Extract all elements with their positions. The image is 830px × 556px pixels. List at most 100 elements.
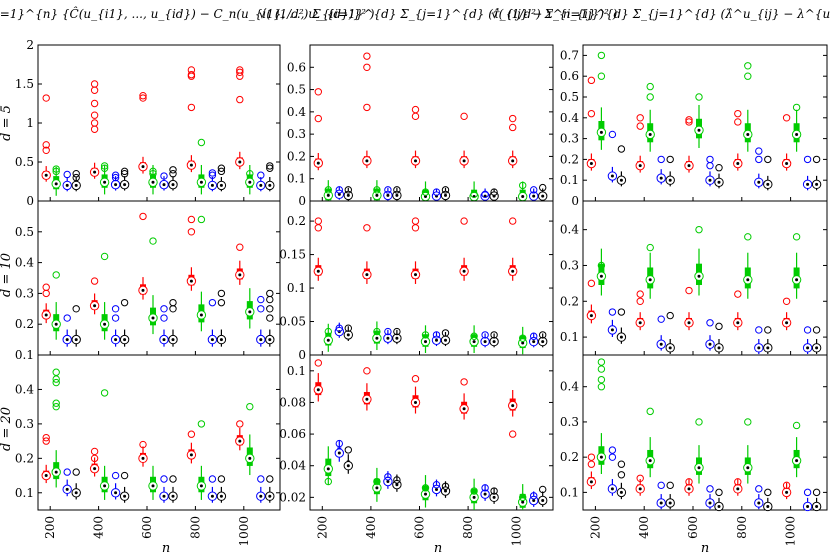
outlier-black (490, 331, 498, 339)
median-dot (65, 487, 69, 491)
panel-r1-c2: 0.1 0.2 0.3 0.4 (560, 200, 828, 356)
outlier-red (411, 224, 420, 232)
outlier-blue (657, 315, 665, 323)
median-dot (483, 492, 487, 496)
median-dot (806, 182, 810, 186)
median-dot (189, 163, 193, 167)
outlier-black (266, 164, 274, 172)
outlier-green (373, 477, 381, 486)
median-dot (171, 183, 175, 187)
outlier-green (744, 418, 752, 426)
outlier-green (52, 399, 60, 407)
outlier-black (344, 324, 352, 332)
outlier-red (314, 217, 322, 225)
outlier-blue (608, 446, 617, 454)
outlier-blue (481, 484, 489, 492)
outlier-blue (160, 172, 168, 180)
outlier-blue (803, 326, 812, 334)
y-tick-label: 0.7 (560, 48, 579, 62)
outlier-red (782, 481, 791, 490)
median-dot (589, 162, 593, 166)
median-dot (238, 439, 242, 443)
median-dot (610, 174, 614, 178)
outlier-green (695, 93, 703, 101)
median-dot (93, 467, 97, 471)
outlier-red (139, 440, 147, 449)
y-tick-label: 0.5 (287, 83, 306, 97)
column-title-tail-dependence-error: √( (1/d²) Σ_{i=1}^{d} Σ_{j=1}^{d} (λ̂^u_… (491, 7, 830, 21)
outlier-green (149, 237, 157, 245)
outlier-black (169, 475, 177, 483)
median-dot (806, 504, 810, 508)
outlier-red (187, 430, 196, 438)
median-dot (210, 338, 214, 342)
outlier-black (666, 481, 674, 490)
outlier-black (393, 327, 401, 336)
outlier-black (217, 298, 226, 307)
y-tick-label: 0 (26, 194, 34, 208)
outlier-red (509, 123, 517, 132)
outlier-blue (111, 305, 120, 313)
median-dot (532, 340, 536, 344)
outlier-black (441, 329, 450, 337)
median-dot (648, 132, 652, 136)
median-dot (248, 456, 252, 460)
median-dot (697, 274, 701, 278)
y-tick-label: 0.3 (560, 258, 579, 272)
outlier-black (764, 155, 772, 164)
row-label-d10: d = 10 (0, 253, 14, 297)
outlier-blue (530, 186, 538, 194)
outlier-red (363, 52, 371, 60)
y-tick-label: 0.5 (560, 90, 579, 104)
median-dot (435, 338, 438, 342)
outlier-red (42, 141, 50, 149)
outlier-black (617, 460, 626, 468)
median-dot (93, 170, 97, 174)
median-dot (757, 180, 761, 184)
median-dot (316, 388, 320, 392)
outlier-black (539, 485, 547, 494)
median-dot (189, 453, 193, 457)
median-dot (472, 340, 476, 344)
median-dot (736, 162, 740, 166)
median-dot (337, 451, 341, 455)
outlier-blue (335, 324, 343, 332)
median-dot (806, 346, 810, 350)
median-dot (141, 288, 145, 292)
outlier-green (519, 493, 527, 502)
outlier-green (519, 181, 527, 190)
median-dot (162, 494, 166, 498)
median-dot (346, 193, 350, 197)
outlier-green (246, 402, 254, 411)
panels: 00.511.5200.10.20.30.40.50.600.10.20.30.… (15, 38, 828, 547)
outlier-green (792, 233, 801, 241)
median-dot (386, 480, 390, 484)
x-tick-label: 400 (637, 516, 651, 539)
x-tick-label: 200 (43, 516, 57, 539)
outlier-blue (608, 308, 617, 316)
median-dot (326, 467, 330, 471)
median-dot (708, 501, 712, 505)
outlier-black (812, 326, 821, 334)
panel-r2-c2: 0.1 0.2 0.3 0.4 200 400 600 800 1000 (560, 354, 828, 547)
x-axis-title-col1: n (162, 541, 170, 556)
median-dot (238, 160, 242, 164)
outlier-red (587, 453, 596, 461)
x-tick-label: 600 (413, 516, 427, 539)
outlier-red (363, 367, 371, 375)
outlier-black (715, 164, 723, 172)
outlier-green (421, 484, 430, 492)
median-dot (337, 192, 341, 196)
outlier-black (266, 475, 274, 483)
y-tick-label: 0.2 (287, 214, 306, 228)
median-dot (687, 164, 691, 168)
outlier-red (187, 228, 196, 236)
outlier-black (617, 471, 626, 479)
outlier-black (266, 289, 274, 298)
outlier-red (90, 119, 99, 127)
outlier-red (587, 76, 596, 85)
outlier-green (744, 62, 752, 70)
median-dot (610, 487, 614, 491)
median-dot (268, 494, 272, 498)
outlier-blue (432, 480, 441, 489)
